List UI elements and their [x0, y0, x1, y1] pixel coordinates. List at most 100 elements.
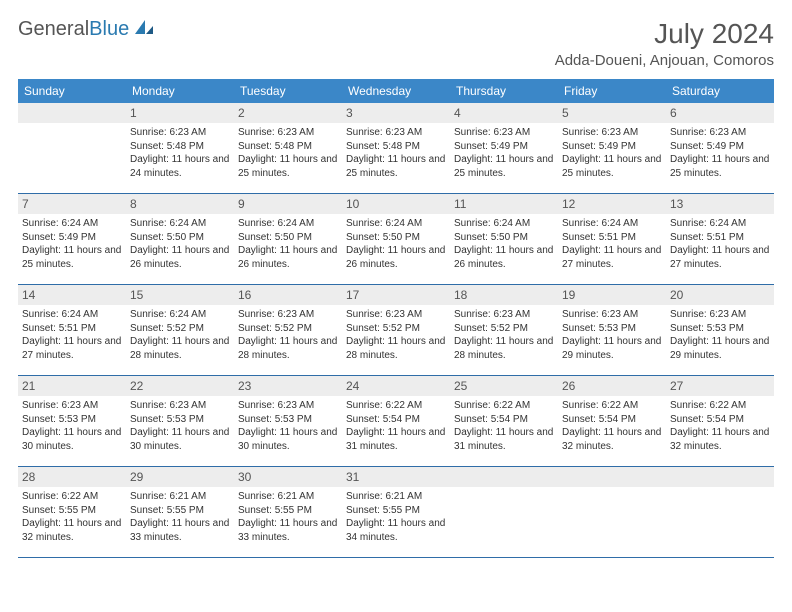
dow-wednesday: Wednesday: [342, 79, 450, 103]
calendar-day: 16Sunrise: 6:23 AMSunset: 5:52 PMDayligh…: [234, 285, 342, 375]
daylight-text: Daylight: 11 hours and 30 minutes.: [130, 426, 230, 453]
day-info: Sunrise: 6:23 AMSunset: 5:49 PMDaylight:…: [454, 126, 554, 180]
calendar-week: 1Sunrise: 6:23 AMSunset: 5:48 PMDaylight…: [18, 103, 774, 194]
calendar-day: 24Sunrise: 6:22 AMSunset: 5:54 PMDayligh…: [342, 376, 450, 466]
calendar-day: 19Sunrise: 6:23 AMSunset: 5:53 PMDayligh…: [558, 285, 666, 375]
sunset-text: Sunset: 5:48 PM: [238, 140, 338, 154]
day-number: 10: [342, 194, 450, 214]
day-info: Sunrise: 6:24 AMSunset: 5:50 PMDaylight:…: [130, 217, 230, 271]
sunrise-text: Sunrise: 6:24 AM: [562, 217, 662, 231]
dow-tuesday: Tuesday: [234, 79, 342, 103]
sail-icon: [133, 18, 155, 41]
calendar-week: 28Sunrise: 6:22 AMSunset: 5:55 PMDayligh…: [18, 467, 774, 558]
sunrise-text: Sunrise: 6:23 AM: [238, 308, 338, 322]
day-info: Sunrise: 6:24 AMSunset: 5:50 PMDaylight:…: [346, 217, 446, 271]
sunset-text: Sunset: 5:49 PM: [670, 140, 770, 154]
day-number: 3: [342, 103, 450, 123]
dow-sunday: Sunday: [18, 79, 126, 103]
daylight-text: Daylight: 11 hours and 30 minutes.: [238, 426, 338, 453]
daylight-text: Daylight: 11 hours and 32 minutes.: [22, 517, 122, 544]
sunrise-text: Sunrise: 6:24 AM: [670, 217, 770, 231]
sunset-text: Sunset: 5:55 PM: [130, 504, 230, 518]
logo-text-blue: Blue: [89, 18, 129, 40]
sunrise-text: Sunrise: 6:24 AM: [346, 217, 446, 231]
sunrise-text: Sunrise: 6:24 AM: [130, 308, 230, 322]
calendar-page: GeneralBlue July 2024 Adda-Doueni, Anjou…: [0, 0, 792, 558]
sunset-text: Sunset: 5:53 PM: [562, 322, 662, 336]
daylight-text: Daylight: 11 hours and 25 minutes.: [670, 153, 770, 180]
sunset-text: Sunset: 5:48 PM: [130, 140, 230, 154]
day-info: Sunrise: 6:23 AMSunset: 5:53 PMDaylight:…: [562, 308, 662, 362]
sunset-text: Sunset: 5:48 PM: [346, 140, 446, 154]
calendar-day: 23Sunrise: 6:23 AMSunset: 5:53 PMDayligh…: [234, 376, 342, 466]
logo-text: GeneralBlue: [18, 18, 129, 41]
day-number: 31: [342, 467, 450, 487]
day-number: 20: [666, 285, 774, 305]
daylight-text: Daylight: 11 hours and 28 minutes.: [454, 335, 554, 362]
day-info: Sunrise: 6:23 AMSunset: 5:53 PMDaylight:…: [670, 308, 770, 362]
calendar-day: [450, 467, 558, 557]
daylight-text: Daylight: 11 hours and 28 minutes.: [346, 335, 446, 362]
calendar-day: 18Sunrise: 6:23 AMSunset: 5:52 PMDayligh…: [450, 285, 558, 375]
sunset-text: Sunset: 5:51 PM: [22, 322, 122, 336]
day-number: 23: [234, 376, 342, 396]
dow-thursday: Thursday: [450, 79, 558, 103]
daylight-text: Daylight: 11 hours and 33 minutes.: [238, 517, 338, 544]
daylight-text: Daylight: 11 hours and 32 minutes.: [670, 426, 770, 453]
calendar-day: 3 Sunrise: 6:23 AMSunset: 5:48 PMDaylight…: [342, 103, 450, 193]
sunset-text: Sunset: 5:53 PM: [130, 413, 230, 427]
sunrise-text: Sunrise: 6:23 AM: [670, 308, 770, 322]
day-info: Sunrise: 6:24 AMSunset: 5:50 PMDaylight:…: [238, 217, 338, 271]
sunrise-text: Sunrise: 6:23 AM: [670, 126, 770, 140]
sunset-text: Sunset: 5:51 PM: [670, 231, 770, 245]
day-number: 1: [126, 103, 234, 123]
day-number: 26: [558, 376, 666, 396]
calendar-day: 28Sunrise: 6:22 AMSunset: 5:55 PMDayligh…: [18, 467, 126, 557]
day-number: 11: [450, 194, 558, 214]
day-number: 22: [126, 376, 234, 396]
daylight-text: Daylight: 11 hours and 27 minutes.: [670, 244, 770, 271]
calendar-grid: Sunday Monday Tuesday Wednesday Thursday…: [18, 79, 774, 558]
sunrise-text: Sunrise: 6:24 AM: [130, 217, 230, 231]
day-number: 29: [126, 467, 234, 487]
month-title: July 2024: [555, 18, 774, 50]
daylight-text: Daylight: 11 hours and 27 minutes.: [562, 244, 662, 271]
day-number: 9: [234, 194, 342, 214]
calendar-day: 10 Sunrise: 6:24 AMSunset: 5:50 PMDayligh…: [342, 194, 450, 284]
sunset-text: Sunset: 5:55 PM: [22, 504, 122, 518]
daylight-text: Daylight: 11 hours and 24 minutes.: [130, 153, 230, 180]
calendar-day: 14Sunrise: 6:24 AMSunset: 5:51 PMDayligh…: [18, 285, 126, 375]
calendar-day: [18, 103, 126, 193]
sunset-text: Sunset: 5:54 PM: [562, 413, 662, 427]
sunrise-text: Sunrise: 6:23 AM: [562, 126, 662, 140]
daylight-text: Daylight: 11 hours and 25 minutes.: [22, 244, 122, 271]
sunset-text: Sunset: 5:53 PM: [670, 322, 770, 336]
calendar-day: 17Sunrise: 6:23 AMSunset: 5:52 PMDayligh…: [342, 285, 450, 375]
day-number: 12: [558, 194, 666, 214]
title-block: July 2024 Adda-Doueni, Anjouan, Comoros: [555, 18, 774, 69]
day-info: Sunrise: 6:23 AMSunset: 5:52 PMDaylight:…: [454, 308, 554, 362]
day-info: Sunrise: 6:22 AMSunset: 5:54 PMDaylight:…: [670, 399, 770, 453]
calendar-day: 27Sunrise: 6:22 AMSunset: 5:54 PMDayligh…: [666, 376, 774, 466]
location-text: Adda-Doueni, Anjouan, Comoros: [555, 52, 774, 69]
daylight-text: Daylight: 11 hours and 31 minutes.: [454, 426, 554, 453]
sunrise-text: Sunrise: 6:22 AM: [346, 399, 446, 413]
sunset-text: Sunset: 5:55 PM: [238, 504, 338, 518]
day-info: Sunrise: 6:23 AMSunset: 5:53 PMDaylight:…: [130, 399, 230, 453]
calendar-day: 11Sunrise: 6:24 AMSunset: 5:50 PMDayligh…: [450, 194, 558, 284]
logo-text-general: General: [18, 18, 89, 40]
day-info: Sunrise: 6:22 AMSunset: 5:54 PMDaylight:…: [346, 399, 446, 453]
daylight-text: Daylight: 11 hours and 27 minutes.: [22, 335, 122, 362]
sunrise-text: Sunrise: 6:22 AM: [454, 399, 554, 413]
sunrise-text: Sunrise: 6:23 AM: [238, 126, 338, 140]
calendar-day: 30Sunrise: 6:21 AMSunset: 5:55 PMDayligh…: [234, 467, 342, 557]
sunrise-text: Sunrise: 6:23 AM: [22, 399, 122, 413]
sunset-text: Sunset: 5:50 PM: [238, 231, 338, 245]
day-info: Sunrise: 6:22 AMSunset: 5:54 PMDaylight:…: [454, 399, 554, 453]
day-info: Sunrise: 6:23 AMSunset: 5:48 PMDaylight:…: [346, 126, 446, 180]
sunset-text: Sunset: 5:55 PM: [346, 504, 446, 518]
sunrise-text: Sunrise: 6:22 AM: [562, 399, 662, 413]
sunset-text: Sunset: 5:53 PM: [238, 413, 338, 427]
sunrise-text: Sunrise: 6:22 AM: [670, 399, 770, 413]
daylight-text: Daylight: 11 hours and 25 minutes.: [238, 153, 338, 180]
